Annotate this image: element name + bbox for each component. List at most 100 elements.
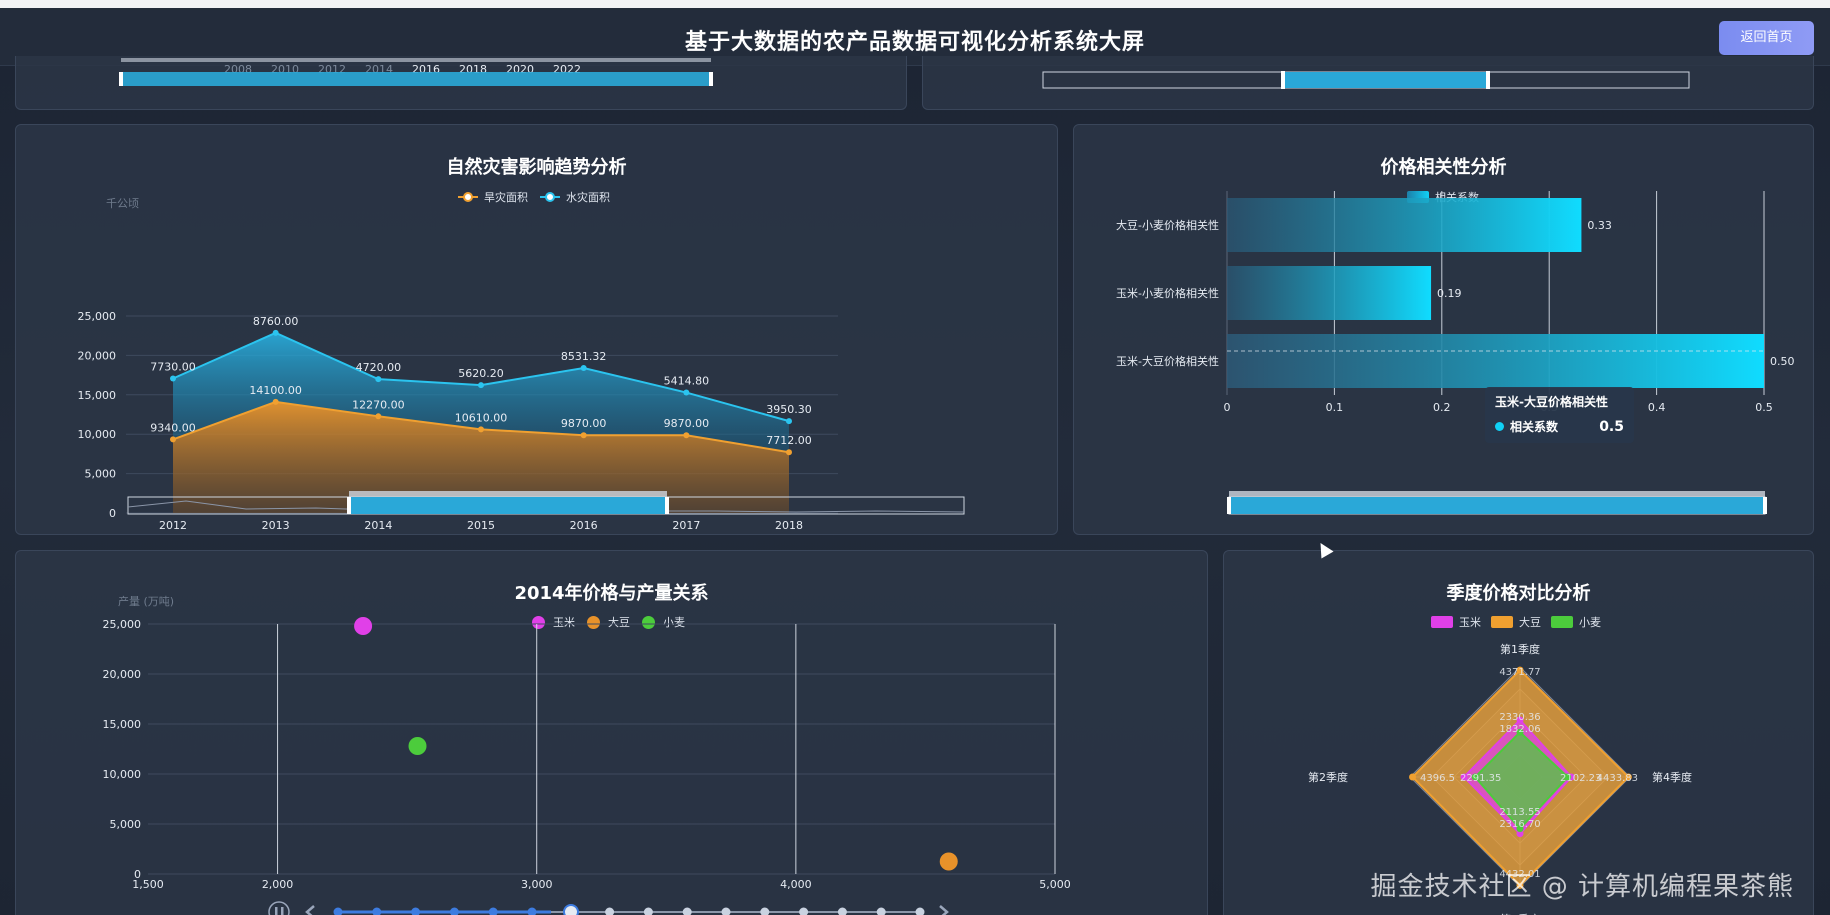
legend-swatch-corn (1431, 616, 1453, 628)
timeline-dot[interactable] (605, 907, 615, 915)
disaster-unit: 千公顷 (106, 197, 139, 210)
correlation-zoom[interactable] (1227, 491, 1767, 515)
radar-axis-label: 第2季度 (1308, 770, 1348, 784)
timeline-dot[interactable] (760, 907, 770, 915)
x-tick-label: 0.1 (1326, 401, 1344, 414)
timeline-dot[interactable] (682, 907, 692, 915)
legend-corn: 玉米 (553, 616, 575, 629)
pause-button (268, 901, 290, 915)
timeline-dot[interactable] (333, 907, 343, 915)
x-tick-label: 0.5 (1755, 401, 1773, 414)
slider-handle-right[interactable] (709, 72, 713, 86)
tooltip-label: 相关系数 (1510, 420, 1559, 434)
scatter-point[interactable] (939, 852, 958, 871)
radar-point[interactable] (1516, 666, 1524, 674)
timeline-dot[interactable] (799, 907, 809, 915)
x-tick-label: 0 (1224, 401, 1231, 414)
legend-drought: 旱灾面积 (484, 191, 528, 204)
timeline-dot[interactable] (837, 907, 847, 915)
slider-handle-left[interactable] (119, 72, 123, 86)
y-tick-label: 5,000 (110, 818, 142, 831)
correlation-bar[interactable] (1227, 266, 1432, 320)
radar-value-label: 2316.70 (1499, 819, 1540, 830)
y-tick-label: 10,000 (103, 768, 142, 781)
flood-point[interactable] (375, 376, 382, 383)
scatter-legend[interactable]: 玉米 大豆 小麦 (532, 614, 685, 630)
radar-point[interactable] (1460, 773, 1468, 781)
x-tick-label: 4,000 (780, 878, 812, 891)
scatter-point[interactable] (408, 737, 427, 755)
timeline-dot[interactable] (721, 907, 731, 915)
timeline-dot[interactable] (876, 907, 886, 915)
drought-point[interactable] (683, 432, 690, 439)
disaster-zoom[interactable] (127, 491, 965, 515)
flood-point[interactable] (580, 364, 587, 371)
radar-point[interactable] (1409, 773, 1417, 781)
y-tick-label: 15,000 (78, 389, 117, 402)
legend-wheat: 小麦 (1579, 616, 1601, 629)
radar-point[interactable] (1516, 830, 1524, 838)
correlation-chart-panel: 价格相关性分析 相关系数 00.10.20.30.40.5 大豆-小麦价格相关性… (1073, 124, 1814, 535)
radar-point[interactable] (1564, 773, 1572, 781)
radar-point[interactable] (1471, 773, 1479, 781)
correlation-chart-svg: 00.10.20.30.40.5 大豆-小麦价格相关性0.33玉米-小麦价格相关… (1116, 191, 1795, 515)
timeline-current[interactable] (563, 904, 579, 915)
radar-point[interactable] (1516, 728, 1524, 736)
radar-legend[interactable]: 玉米 大豆 小麦 (1431, 614, 1601, 630)
top-right-panel (922, 56, 1814, 110)
legend-corn: 玉米 (1459, 616, 1481, 629)
timeline-dot[interactable] (915, 907, 925, 915)
radar-chart-svg: 第1季度第4季度第3季度 第2季度 4371.77 2330.36 4433.83 443… (1308, 642, 1692, 915)
timeline-dot[interactable] (449, 907, 459, 915)
timeline-player[interactable] (268, 901, 949, 915)
scatter-point[interactable] (354, 617, 373, 635)
drought-point[interactable] (580, 432, 587, 439)
slider-handle-left[interactable] (1281, 71, 1285, 89)
timeline-dot[interactable] (411, 907, 421, 915)
radar-point[interactable] (1624, 773, 1632, 781)
x-tick-label: 5,000 (1039, 878, 1071, 891)
drought-value-label: 9870.00 (664, 417, 710, 430)
radar-point[interactable] (1516, 881, 1524, 889)
flood-point[interactable] (272, 329, 279, 336)
correlation-bar[interactable] (1227, 334, 1764, 388)
radar-point[interactable] (1516, 716, 1524, 724)
flood-value-label: 5414.80 (664, 375, 710, 388)
page-title: 基于大数据的农产品数据可视化分析系统大屏 (684, 30, 1145, 55)
slider-handle-right[interactable] (1486, 71, 1490, 89)
radar-point[interactable] (1516, 825, 1524, 833)
legend-swatch-wheat (1551, 616, 1573, 628)
flood-point[interactable] (478, 382, 484, 389)
zoom-slider[interactable] (1283, 72, 1488, 88)
timeline-dot[interactable] (488, 907, 498, 915)
drought-point[interactable] (478, 426, 484, 433)
x-tick-label: 1,500 (132, 878, 164, 891)
timeline-slider[interactable] (121, 72, 711, 86)
radar-value-label: 1832.06 (1499, 724, 1540, 735)
legend-soy: 大豆 (1519, 616, 1541, 629)
drought-value-label: 7712.00 (766, 434, 812, 447)
x-tick-label: 2016 (570, 519, 598, 532)
flood-point[interactable] (170, 375, 176, 382)
next-icon (939, 905, 949, 915)
legend-wheat: 小麦 (663, 616, 685, 629)
drought-point[interactable] (170, 436, 176, 443)
drought-point[interactable] (272, 398, 279, 405)
tooltip-value: 0.5 (1599, 418, 1624, 435)
category-label: 大豆-小麦价格相关性 (1116, 218, 1219, 232)
drought-point[interactable] (375, 413, 382, 420)
tooltip-dot (1495, 422, 1504, 431)
timeline-dot[interactable] (527, 907, 537, 915)
drought-value-label: 12270.00 (352, 398, 405, 411)
correlation-chart-title: 价格相关性分析 (1380, 157, 1507, 178)
disaster-legend[interactable]: 旱灾面积 水灾面积 (458, 189, 610, 205)
flood-point[interactable] (683, 389, 690, 396)
timeline-dot[interactable] (372, 907, 382, 915)
disaster-chart-title: 自然灾害影响趋势分析 (446, 157, 627, 178)
timeline-dot[interactable] (643, 907, 653, 915)
correlation-bar[interactable] (1227, 198, 1582, 252)
home-button[interactable]: 返回首页 (1719, 21, 1814, 55)
drought-point[interactable] (786, 449, 792, 456)
legend-swatch-soy (1491, 616, 1513, 628)
flood-point[interactable] (786, 418, 792, 425)
